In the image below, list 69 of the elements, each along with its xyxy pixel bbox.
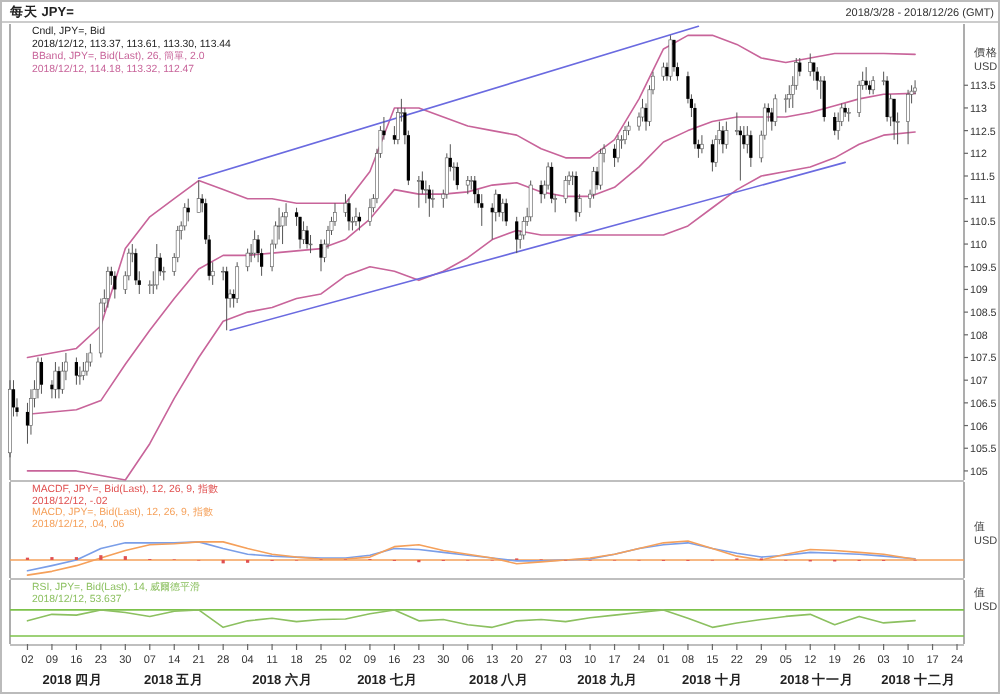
- candlestick: [280, 211, 285, 245]
- candlestick: [333, 202, 337, 227]
- candlestick: [29, 388, 33, 436]
- candlestick: [913, 79, 917, 95]
- candlestick: [88, 343, 93, 368]
- candlestick: [672, 39, 676, 73]
- candlestick: [749, 130, 753, 168]
- candlestick: [500, 198, 505, 222]
- candlestick: [57, 366, 61, 399]
- candlestick: [225, 266, 229, 331]
- line-series: [26, 131, 916, 481]
- candlestick: [745, 125, 750, 154]
- candlestick: [724, 121, 729, 150]
- candlestick: [822, 75, 826, 123]
- candlestick: [906, 89, 910, 145]
- candlestick: [134, 248, 138, 286]
- candlestick: [305, 225, 309, 250]
- candlestick: [196, 180, 201, 213]
- candlestick: [550, 161, 554, 204]
- candlestick: [210, 261, 215, 286]
- candlestick: [354, 207, 358, 227]
- candlestick: [277, 207, 281, 241]
- candlestick: [598, 148, 603, 191]
- candlestick: [480, 193, 484, 227]
- candlestick: [783, 93, 788, 113]
- line-series: [26, 34, 916, 359]
- candlestick: [668, 34, 673, 82]
- candlestick: [427, 184, 431, 218]
- candlestick: [515, 216, 519, 254]
- candlestick: [623, 125, 627, 145]
- candlestick: [301, 220, 306, 245]
- candlestick: [808, 52, 813, 77]
- candlestick: [154, 243, 159, 290]
- candlestick: [430, 189, 435, 209]
- candlestick: [892, 98, 896, 141]
- candlestick: [815, 66, 819, 91]
- candlestick: [773, 93, 778, 127]
- candlestick: [504, 198, 508, 227]
- candlestick: [616, 134, 620, 163]
- candlestick: [563, 175, 568, 204]
- candlestick: [105, 266, 110, 309]
- candlestick: [39, 356, 44, 395]
- candlestick: [81, 361, 86, 381]
- candlestick: [60, 361, 65, 395]
- candlestick: [528, 180, 533, 222]
- candlestick: [36, 356, 40, 399]
- candlestick: [455, 161, 459, 191]
- candlestick: [84, 352, 89, 377]
- candlestick: [710, 139, 714, 172]
- candlestick: [700, 134, 704, 154]
- candlestick: [308, 234, 313, 254]
- candlestick: [833, 111, 837, 136]
- candlestick: [416, 175, 421, 209]
- candlestick: [298, 216, 302, 250]
- candlestick: [521, 216, 526, 241]
- candlestick: [252, 229, 257, 259]
- candlestick: [444, 152, 449, 200]
- candlestick: [612, 143, 617, 168]
- candlestick: [74, 356, 78, 386]
- candlestick: [787, 84, 792, 109]
- candlestick: [836, 111, 841, 141]
- candlestick: [53, 361, 58, 399]
- candlestick: [368, 198, 372, 227]
- candlestick: [395, 107, 400, 145]
- candlestick: [235, 261, 240, 304]
- candlestick: [693, 102, 697, 150]
- candlestick: [857, 80, 862, 118]
- candlestick: [895, 111, 900, 145]
- candlestick: [319, 239, 323, 272]
